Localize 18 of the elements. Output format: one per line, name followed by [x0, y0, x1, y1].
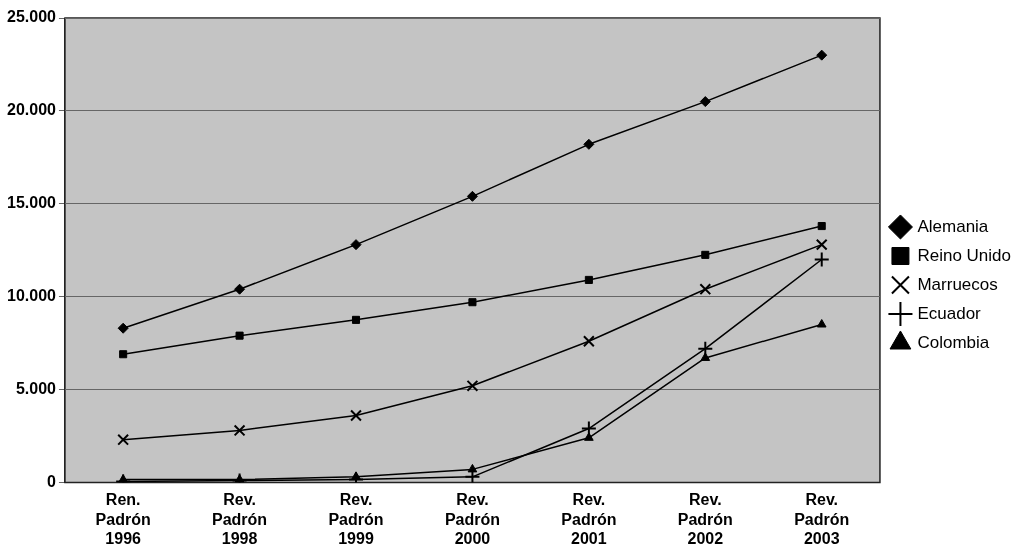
- legend-label: Alemania: [917, 216, 989, 236]
- legend-label: Reino Unido: [917, 245, 1011, 265]
- x-tick-label: Ren. Padrón 1996: [95, 491, 151, 547]
- x-tick-label: Rev. Padrón 2001: [561, 491, 617, 547]
- y-tick-label: 25.000: [7, 8, 57, 26]
- y-tick-label: 15.000: [7, 194, 57, 212]
- x-tick-label: Rev. Padrón 2000: [444, 491, 500, 547]
- x-tick-label: Rev. Padrón 2003: [794, 491, 850, 547]
- x-tick-label: Rev. Padrón 2002: [677, 491, 733, 547]
- x-tick-label: Rev. Padrón 1998: [212, 491, 268, 547]
- y-tick-label: 20.000: [7, 101, 57, 119]
- legend-label: Marruecos: [917, 274, 998, 294]
- y-tick-label: 10.000: [7, 287, 57, 305]
- legend-label: Colombia: [917, 332, 990, 352]
- legend-label: Ecuador: [917, 303, 982, 323]
- x-tick-label: Rev. Padrón 1999: [328, 491, 384, 547]
- y-tick-label: 0: [47, 472, 57, 490]
- y-tick-label: 5.000: [15, 379, 57, 397]
